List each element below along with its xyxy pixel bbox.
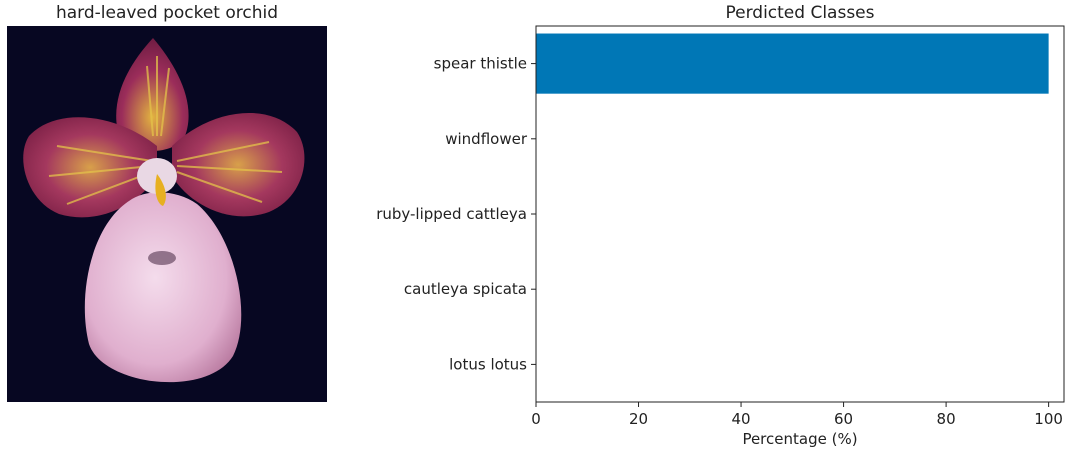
bar-spear-thistle bbox=[536, 33, 1049, 94]
flower-photo bbox=[7, 26, 327, 402]
x-tick-label: 20 bbox=[629, 410, 648, 428]
y-tick-label: spear thistle bbox=[434, 55, 527, 73]
x-tick-label: 80 bbox=[937, 410, 956, 428]
x-tick-label: 40 bbox=[732, 410, 751, 428]
y-tick-label: lotus lotus bbox=[449, 355, 527, 373]
x-tick-label: 0 bbox=[531, 410, 541, 428]
plot-frame bbox=[535, 25, 1065, 403]
image-title: hard-leaved pocket orchid bbox=[55, 3, 279, 23]
chart-title: Perdicted Classes bbox=[725, 3, 875, 23]
x-tick-label: 60 bbox=[834, 410, 853, 428]
y-tick-label: ruby-lipped cattleya bbox=[376, 205, 527, 223]
y-tick-label: cautleya spicata bbox=[404, 280, 527, 298]
x-axis-label: Percentage (%) bbox=[742, 430, 857, 448]
x-tick-label: 100 bbox=[1034, 410, 1063, 428]
y-tick-label: windflower bbox=[445, 130, 528, 148]
